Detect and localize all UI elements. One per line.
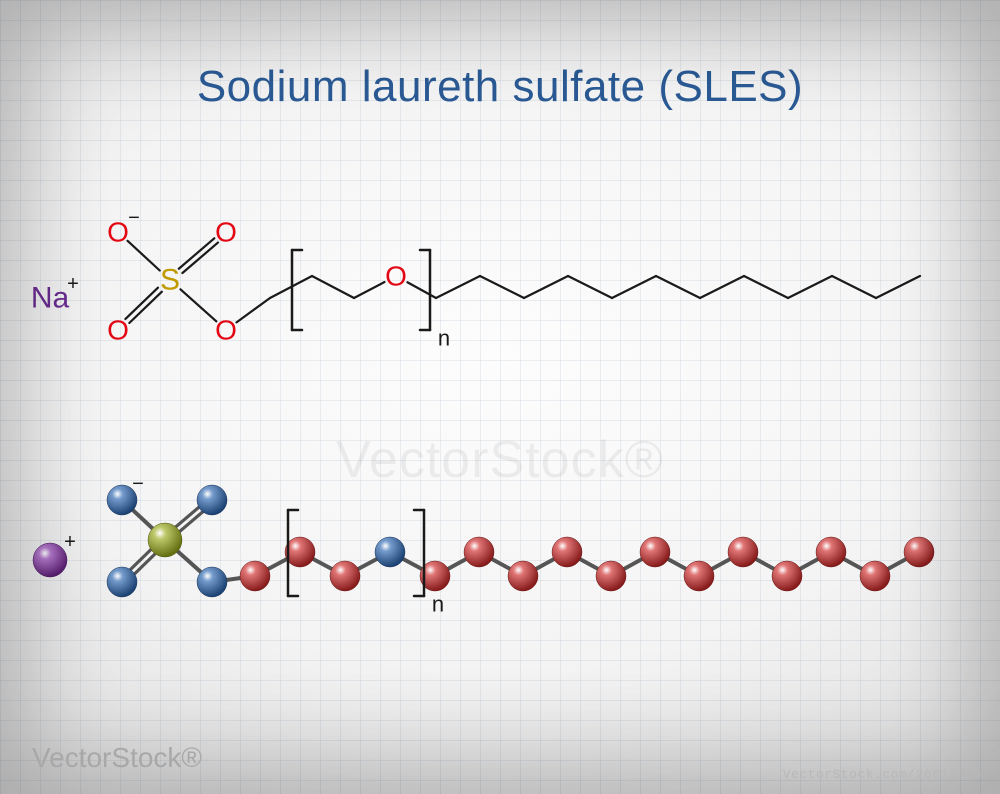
svg-text:+: + (64, 531, 76, 553)
ball-stick-model: + − n (0, 0, 1000, 794)
stock-id: VectorStock.com/26613895 (783, 767, 982, 782)
stock-logo: VectorStock® (32, 742, 202, 774)
stock-logo-prefix: Vector (32, 742, 111, 773)
svg-text:n: n (432, 592, 444, 617)
stock-logo-suffix: Stock® (111, 742, 202, 773)
svg-text:−: − (132, 473, 144, 495)
